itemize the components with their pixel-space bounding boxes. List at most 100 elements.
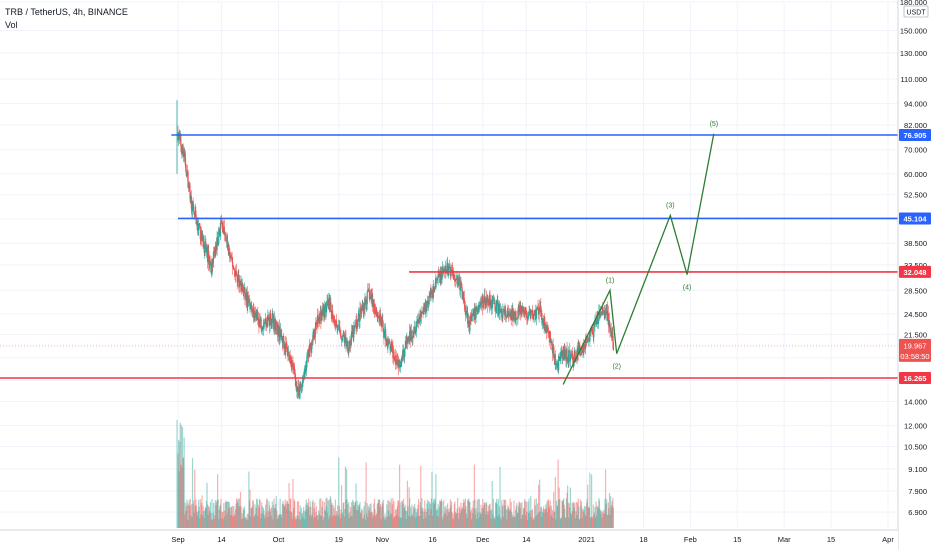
volume-bar (343, 502, 345, 528)
candle-body (387, 339, 390, 345)
candle-body (366, 291, 368, 304)
volume-bar (254, 513, 257, 528)
currency-label[interactable]: USDT (906, 10, 926, 17)
candle-body (510, 310, 512, 320)
volume-bar (379, 506, 381, 528)
candle-body (271, 313, 273, 323)
volume-bar (271, 507, 273, 528)
price-axis[interactable]: 180.000 150.000 130.000 110.000 94.000 82.000… (897, 0, 932, 550)
volume-bar (511, 512, 513, 528)
volume-bar (365, 462, 367, 528)
volume-bar (556, 505, 558, 528)
time-tick-label: 14 (217, 535, 225, 544)
volume-bar (263, 515, 266, 528)
volume-bar (251, 508, 253, 528)
volume-bar (385, 519, 387, 528)
candle-body (265, 318, 267, 325)
volume-bar (428, 515, 430, 528)
volume-bar (411, 513, 414, 528)
candle-body (213, 251, 215, 259)
candle-body (214, 248, 216, 257)
time-axis[interactable]: Sep 14 Oct 19 Nov 16 Dec 14 2021 18 Feb 15 Mar 15 Apr (0, 529, 898, 550)
volume-bar (366, 503, 368, 528)
volume-bar (387, 510, 390, 528)
volume-bar (569, 507, 571, 528)
volume-bar (190, 515, 192, 528)
candle-body (523, 306, 525, 315)
volume-bar (575, 502, 578, 528)
candle-body (272, 313, 275, 327)
volume-bar (243, 506, 246, 528)
candle-body (353, 326, 355, 338)
volume-bar (463, 499, 465, 528)
volume-bar (570, 512, 572, 528)
volume-bar (257, 515, 259, 528)
candle-body (599, 314, 601, 318)
volume-bar (398, 464, 401, 528)
candle-body (263, 323, 266, 325)
candle-body (368, 288, 370, 291)
volume-bar (320, 498, 322, 528)
time-tick-label: 15 (827, 535, 835, 544)
candle-body (582, 347, 584, 351)
current-price-label: 19.967 (904, 341, 927, 350)
volume-bar (342, 503, 344, 528)
volume-bar (427, 507, 429, 528)
candle-body (350, 331, 353, 341)
volume-bar (347, 504, 349, 528)
volume-bar (454, 501, 456, 528)
candle-body (310, 343, 312, 353)
candle-body (580, 353, 582, 356)
volume-bar (481, 508, 483, 528)
candle-body (537, 306, 539, 310)
candle-body (391, 344, 393, 346)
candle-body (382, 327, 385, 333)
candle-body (446, 262, 449, 273)
volume-bar (484, 513, 487, 528)
horizontal-levels[interactable] (0, 134, 898, 379)
volume-bar (428, 501, 430, 528)
volume-bar (401, 501, 403, 528)
candle-body (491, 300, 493, 309)
elliott-wave-projection[interactable]: (1) (2) (3) (4) (5) (562, 121, 718, 385)
candle-body (441, 267, 444, 274)
volume-bar (503, 500, 506, 528)
volume-bar (314, 502, 316, 528)
volume-bar (243, 509, 245, 528)
candle-body (377, 315, 379, 318)
volume-bar (432, 502, 434, 528)
candle-body (435, 279, 437, 283)
candle-body (326, 300, 328, 306)
volume-bar (363, 514, 366, 528)
volume-bar (530, 496, 532, 528)
time-tick-label: 15 (733, 535, 741, 544)
volume-bar (549, 508, 551, 528)
volume-bar (233, 513, 235, 528)
volume-bar (493, 516, 496, 528)
candle-body (306, 355, 309, 356)
volume-bar (438, 516, 440, 528)
volume-bar (301, 514, 303, 528)
volume-bar (188, 504, 190, 528)
volume-bar (511, 516, 513, 528)
volume-bar (254, 504, 256, 528)
volume-bar (367, 505, 369, 528)
candle-body (183, 151, 185, 157)
volume-bar (409, 516, 411, 528)
volume-bar (281, 503, 283, 528)
volume-bar (450, 505, 452, 528)
volume-bar (535, 498, 537, 528)
candle-body (479, 305, 481, 308)
volume-bar (485, 501, 487, 528)
candle-body (266, 319, 268, 328)
candle-body (291, 360, 293, 368)
symbol-legend[interactable]: TRB / TetherUS, 4h, BINANCE Vol (5, 6, 128, 32)
level-badge (899, 265, 931, 278)
symbol-title[interactable]: TRB / TetherUS, 4h, BINANCE (5, 7, 128, 17)
volume-bar (395, 509, 397, 528)
volume-bar (412, 515, 414, 528)
volume-bar (351, 515, 353, 528)
volume-bar (277, 515, 279, 528)
volume-bar (565, 498, 568, 528)
